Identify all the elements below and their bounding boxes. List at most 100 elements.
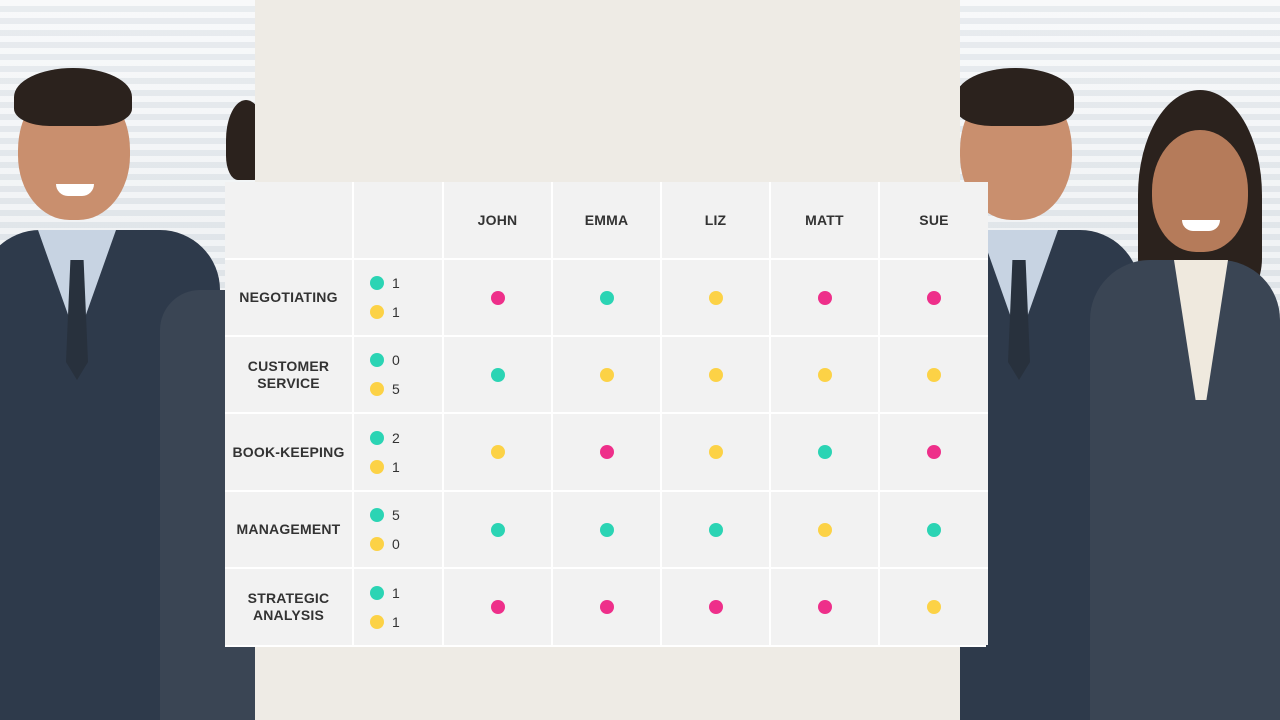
yellow-rating-dot-icon bbox=[708, 290, 723, 305]
rating-cell bbox=[771, 337, 878, 412]
teal-count: 5 bbox=[392, 507, 400, 523]
yellow-dot-icon bbox=[370, 305, 384, 319]
background-photo-left bbox=[0, 0, 255, 720]
pink-rating-dot-icon bbox=[927, 290, 941, 305]
yellow-count: 1 bbox=[392, 458, 400, 475]
rating-cell bbox=[444, 492, 551, 567]
teal-count: 1 bbox=[392, 584, 400, 601]
yellow-count-row: 1 bbox=[370, 459, 400, 475]
yellow-rating-dot-icon bbox=[599, 367, 614, 382]
pink-rating-dot-icon bbox=[817, 290, 832, 305]
yellow-rating-dot-icon bbox=[927, 367, 941, 382]
teal-rating-dot-icon bbox=[708, 522, 723, 537]
rating-cell bbox=[444, 260, 551, 335]
hair bbox=[14, 68, 132, 126]
teal-dot-icon bbox=[370, 508, 384, 522]
head bbox=[1152, 130, 1248, 252]
yellow-dot-icon bbox=[370, 459, 384, 474]
rating-cell bbox=[662, 492, 769, 567]
yellow-rating-dot-icon bbox=[490, 445, 505, 459]
teal-dot-icon bbox=[370, 353, 384, 367]
teal-count: 1 bbox=[392, 275, 400, 291]
tie bbox=[1008, 260, 1030, 380]
hair bbox=[226, 100, 255, 180]
row-skill-label: BOOK-KEEPING bbox=[225, 414, 352, 490]
rating-cell bbox=[771, 260, 878, 335]
yellow-rating-dot-icon bbox=[817, 367, 832, 382]
yellow-rating-dot-icon bbox=[817, 522, 832, 537]
yellow-rating-dot-icon bbox=[927, 600, 941, 614]
yellow-rating-dot-icon bbox=[708, 445, 723, 459]
hair bbox=[960, 68, 1074, 126]
rating-cell bbox=[771, 569, 878, 645]
rating-cell bbox=[880, 414, 988, 490]
row-skill-label: STRATEGIC ANALYSIS bbox=[225, 569, 352, 645]
rating-cell bbox=[662, 337, 769, 412]
column-header-matt: MATT bbox=[771, 182, 878, 258]
yellow-dot-icon bbox=[370, 382, 384, 396]
rating-cell bbox=[880, 569, 988, 645]
teal-dot-icon bbox=[370, 276, 384, 290]
rating-cell bbox=[553, 260, 660, 335]
column-header-liz: LIZ bbox=[662, 182, 769, 258]
smile bbox=[56, 184, 94, 196]
yellow-count: 5 bbox=[392, 381, 400, 397]
pink-rating-dot-icon bbox=[927, 445, 941, 459]
rating-cell bbox=[880, 337, 988, 412]
column-header-sue: SUE bbox=[880, 182, 988, 258]
rating-cell bbox=[662, 260, 769, 335]
teal-dot-icon bbox=[370, 585, 384, 600]
pink-rating-dot-icon bbox=[599, 445, 614, 459]
rating-cell bbox=[444, 569, 551, 645]
yellow-count-row: 5 bbox=[370, 381, 400, 397]
teal-rating-dot-icon bbox=[490, 367, 505, 382]
yellow-dot-icon bbox=[370, 537, 384, 551]
rating-cell bbox=[771, 414, 878, 490]
pink-rating-dot-icon bbox=[817, 600, 832, 614]
tie bbox=[66, 260, 88, 380]
smile bbox=[1182, 220, 1220, 231]
teal-rating-dot-icon bbox=[927, 522, 941, 537]
rating-cell bbox=[553, 569, 660, 645]
teal-rating-dot-icon bbox=[817, 445, 832, 459]
rating-cell bbox=[553, 414, 660, 490]
column-header-john: JOHN bbox=[444, 182, 551, 258]
yellow-count: 1 bbox=[392, 613, 400, 630]
row-skill-label: CUSTOMER SERVICE bbox=[225, 337, 352, 412]
teal-count-row: 1 bbox=[370, 585, 400, 601]
rating-cell bbox=[880, 260, 988, 335]
yellow-dot-icon bbox=[370, 614, 384, 629]
rating-cell bbox=[771, 492, 878, 567]
teal-dot-icon bbox=[370, 430, 384, 445]
teal-rating-dot-icon bbox=[599, 290, 614, 305]
header-corner bbox=[225, 182, 352, 258]
rating-cell bbox=[880, 492, 988, 567]
suit bbox=[1090, 260, 1280, 720]
rating-cell bbox=[444, 337, 551, 412]
skills-matrix-table: JOHN EMMA LIZ MATT SUE NEGOTIATING 1 1 CUST… bbox=[225, 182, 988, 645]
teal-count-row: 1 bbox=[370, 275, 400, 291]
teal-count-row: 5 bbox=[370, 507, 400, 523]
teal-count: 2 bbox=[392, 429, 400, 446]
rating-cell bbox=[553, 337, 660, 412]
pink-rating-dot-icon bbox=[708, 600, 723, 614]
column-header-emma: EMMA bbox=[553, 182, 660, 258]
yellow-count-row: 1 bbox=[370, 614, 400, 630]
yellow-count: 0 bbox=[392, 536, 400, 552]
rating-cell bbox=[662, 414, 769, 490]
teal-count-row: 0 bbox=[370, 352, 400, 368]
yellow-count-row: 1 bbox=[370, 304, 400, 320]
businesswoman-figure bbox=[1090, 90, 1280, 720]
pink-rating-dot-icon bbox=[490, 290, 505, 305]
teal-count: 0 bbox=[392, 352, 400, 368]
skills-matrix-card: JOHN EMMA LIZ MATT SUE NEGOTIATING 1 1 CUST… bbox=[225, 182, 988, 647]
teal-count-row: 2 bbox=[370, 430, 400, 446]
yellow-rating-dot-icon bbox=[708, 367, 723, 382]
row-skill-label: NEGOTIATING bbox=[225, 260, 352, 335]
pink-rating-dot-icon bbox=[490, 600, 505, 614]
